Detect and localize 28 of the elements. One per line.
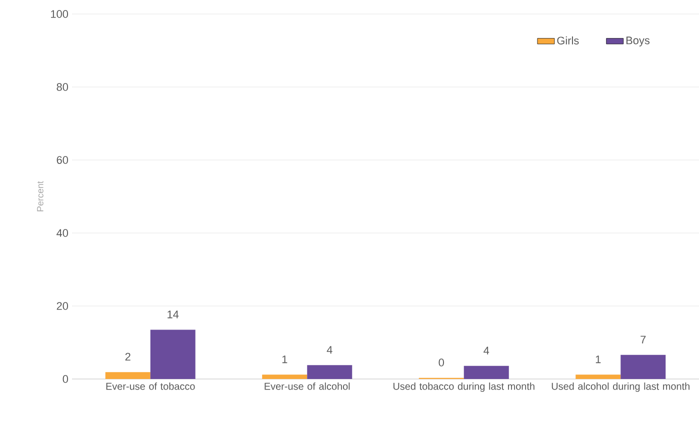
data-label: 1 bbox=[282, 356, 288, 364]
x-tick-label: Ever-use of alcohol bbox=[264, 382, 350, 390]
bar bbox=[464, 366, 509, 379]
bar bbox=[576, 374, 621, 379]
bar bbox=[262, 374, 308, 379]
y-tick-label: 60 bbox=[56, 156, 68, 164]
bar bbox=[620, 354, 666, 379]
x-tick-label: Ever-use of tobacco bbox=[106, 382, 195, 390]
y-tick-label: 0 bbox=[62, 375, 68, 383]
data-label: 7 bbox=[640, 336, 646, 344]
data-label: 1 bbox=[596, 356, 601, 364]
x-tick-label: Used alcohol during last month bbox=[552, 382, 690, 392]
legend-label: Girls bbox=[557, 36, 579, 44]
data-label: 14 bbox=[168, 310, 179, 318]
x-tick-label: Used tobacco during last month bbox=[393, 382, 534, 392]
data-label: 2 bbox=[125, 352, 130, 361]
y-tick-label: 100 bbox=[51, 10, 68, 18]
data-label: 4 bbox=[326, 346, 332, 354]
bar bbox=[105, 372, 150, 379]
legend-label: Boys bbox=[626, 36, 650, 46]
data-label: 0 bbox=[438, 358, 444, 366]
data-label: 4 bbox=[484, 346, 490, 354]
bar bbox=[150, 330, 196, 379]
y-tick-label: 40 bbox=[56, 229, 68, 237]
y-tick-label: 80 bbox=[56, 83, 68, 91]
y-axis-title: Percent bbox=[37, 181, 44, 212]
bar bbox=[307, 365, 352, 379]
y-tick-label: 20 bbox=[56, 302, 68, 310]
